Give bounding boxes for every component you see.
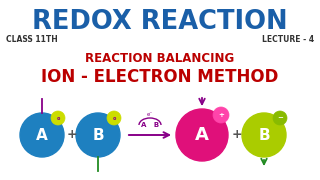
Circle shape <box>20 113 64 157</box>
Text: A: A <box>195 126 209 144</box>
Circle shape <box>51 111 65 125</box>
Circle shape <box>213 107 229 123</box>
Circle shape <box>107 111 121 125</box>
Text: e⁻: e⁻ <box>147 111 153 116</box>
Circle shape <box>76 113 120 157</box>
Text: LECTURE - 4: LECTURE - 4 <box>262 35 314 44</box>
Circle shape <box>273 111 287 125</box>
Text: −: − <box>277 115 283 121</box>
Text: CLASS 11TH: CLASS 11TH <box>6 35 58 44</box>
Circle shape <box>176 109 228 161</box>
Circle shape <box>242 113 286 157</box>
Text: A   B: A B <box>141 122 159 128</box>
Text: o: o <box>112 116 116 120</box>
Text: B: B <box>258 127 270 143</box>
Text: o: o <box>56 116 60 120</box>
Text: REACTION BALANCING: REACTION BALANCING <box>85 51 235 64</box>
Text: REDOX REACTION: REDOX REACTION <box>32 9 288 35</box>
Text: ION - ELECTRON METHOD: ION - ELECTRON METHOD <box>41 68 279 86</box>
Text: B: B <box>92 127 104 143</box>
Text: +: + <box>67 129 77 141</box>
Text: +: + <box>232 129 242 141</box>
Text: A: A <box>36 127 48 143</box>
Text: +: + <box>218 112 224 118</box>
